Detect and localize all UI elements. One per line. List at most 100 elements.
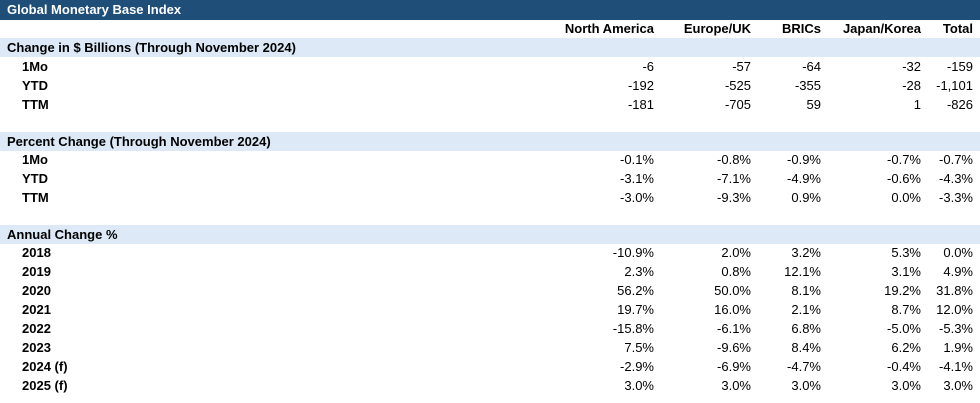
- cell-europe-uk: 3.0%: [721, 378, 751, 393]
- cell-north-america: 56.2%: [617, 283, 654, 298]
- table-row: 2023 7.5% -9.6% 8.4% 6.2% 1.9%: [0, 338, 980, 357]
- table-row: 2018 -10.9% 2.0% 3.2% 5.3% 0.0%: [0, 243, 980, 262]
- cell-total: -159: [946, 59, 973, 74]
- cell-europe-uk: -57: [732, 59, 751, 74]
- cell-north-america: -192: [627, 78, 654, 93]
- cell-total: -4.3%: [939, 171, 973, 186]
- row-label: 2018: [22, 245, 51, 260]
- cell-brics: 2.1%: [791, 302, 821, 317]
- cell-total: 4.9%: [943, 264, 973, 279]
- cell-brics: -64: [802, 59, 821, 74]
- cell-north-america: -15.8%: [612, 321, 654, 336]
- cell-north-america: 19.7%: [617, 302, 654, 317]
- cell-japan-korea: -0.7%: [887, 152, 921, 167]
- cell-north-america: -6: [642, 59, 654, 74]
- cell-japan-korea: -28: [902, 78, 921, 93]
- cell-europe-uk: -525: [724, 78, 751, 93]
- cell-japan-korea: -0.4%: [887, 359, 921, 374]
- cell-total: 0.0%: [943, 245, 973, 260]
- row-label: 1Mo: [22, 152, 48, 167]
- column-header-row: North America Europe/UK BRICs Japan/Kore…: [0, 19, 980, 38]
- cell-japan-korea: 1: [913, 97, 921, 112]
- cell-total: -4.1%: [939, 359, 973, 374]
- cell-brics: -0.9%: [787, 152, 821, 167]
- cell-europe-uk: -6.9%: [717, 359, 751, 374]
- cell-brics: 8.4%: [791, 340, 821, 355]
- section-label: Annual Change %: [7, 227, 118, 242]
- column-header-japan-korea: Japan/Korea: [842, 21, 921, 36]
- cell-europe-uk: -9.6%: [717, 340, 751, 355]
- column-header-europe-uk: Europe/UK: [683, 21, 751, 36]
- cell-brics: 0.9%: [791, 190, 821, 205]
- cell-europe-uk: -6.1%: [717, 321, 751, 336]
- cell-japan-korea: 0.0%: [891, 190, 921, 205]
- cell-europe-uk: -705: [724, 97, 751, 112]
- cell-north-america: 3.0%: [624, 378, 654, 393]
- section-header-change-billions: Change in $ Billions (Through November 2…: [0, 38, 980, 57]
- table-row: TTM -3.0% -9.3% 0.9% 0.0% -3.3%: [0, 188, 980, 207]
- cell-japan-korea: 3.0%: [891, 378, 921, 393]
- column-header-total: Total: [942, 21, 973, 36]
- table-row: YTD -192 -525 -355 -28 -1,101: [0, 76, 980, 95]
- row-label: 2020: [22, 283, 51, 298]
- cell-total: 12.0%: [936, 302, 973, 317]
- table-row: 1Mo -0.1% -0.8% -0.9% -0.7% -0.7%: [0, 150, 980, 169]
- cell-total: -0.7%: [939, 152, 973, 167]
- cell-brics: 8.1%: [791, 283, 821, 298]
- cell-japan-korea: 6.2%: [891, 340, 921, 355]
- cell-japan-korea: 8.7%: [891, 302, 921, 317]
- cell-north-america: 2.3%: [624, 264, 654, 279]
- section-label: Percent Change (Through November 2024): [7, 134, 271, 149]
- row-label: YTD: [22, 78, 48, 93]
- cell-brics: -4.9%: [787, 171, 821, 186]
- cell-total: -826: [946, 97, 973, 112]
- cell-europe-uk: 16.0%: [714, 302, 751, 317]
- cell-europe-uk: -0.8%: [717, 152, 751, 167]
- row-label: 2023: [22, 340, 51, 355]
- cell-europe-uk: 50.0%: [714, 283, 751, 298]
- cell-europe-uk: 0.8%: [721, 264, 751, 279]
- cell-north-america: 7.5%: [624, 340, 654, 355]
- row-label: 1Mo: [22, 59, 48, 74]
- section-header-percent-change: Percent Change (Through November 2024): [0, 132, 980, 151]
- row-label: TTM: [22, 190, 49, 205]
- table-row: 2021 19.7% 16.0% 2.1% 8.7% 12.0%: [0, 300, 980, 319]
- row-label: TTM: [22, 97, 49, 112]
- cell-total: 3.0%: [943, 378, 973, 393]
- table-row: 1Mo -6 -57 -64 -32 -159: [0, 57, 980, 76]
- cell-europe-uk: -7.1%: [717, 171, 751, 186]
- cell-total: -1,101: [936, 78, 973, 93]
- cell-north-america: -0.1%: [620, 152, 654, 167]
- cell-japan-korea: 3.1%: [891, 264, 921, 279]
- cell-brics: -4.7%: [787, 359, 821, 374]
- cell-japan-korea: -0.6%: [887, 171, 921, 186]
- cell-total: -3.3%: [939, 190, 973, 205]
- cell-brics: -355: [794, 78, 821, 93]
- table-title: Global Monetary Base Index: [0, 0, 980, 20]
- table-row: TTM -181 -705 59 1 -826: [0, 95, 980, 114]
- row-label: 2025 (f): [22, 378, 68, 393]
- cell-japan-korea: 5.3%: [891, 245, 921, 260]
- table-row: 2024 (f) -2.9% -6.9% -4.7% -0.4% -4.1%: [0, 357, 980, 376]
- row-label: 2022: [22, 321, 51, 336]
- cell-north-america: -3.1%: [620, 171, 654, 186]
- cell-japan-korea: -5.0%: [887, 321, 921, 336]
- section-header-annual-change: Annual Change %: [0, 225, 980, 244]
- cell-north-america: -181: [627, 97, 654, 112]
- cell-japan-korea: 19.2%: [884, 283, 921, 298]
- cell-brics: 6.8%: [791, 321, 821, 336]
- cell-europe-uk: 2.0%: [721, 245, 751, 260]
- cell-total: 1.9%: [943, 340, 973, 355]
- table-row: YTD -3.1% -7.1% -4.9% -0.6% -4.3%: [0, 169, 980, 188]
- section-label: Change in $ Billions (Through November 2…: [7, 40, 296, 55]
- table-row: 2022 -15.8% -6.1% 6.8% -5.0% -5.3%: [0, 319, 980, 338]
- cell-japan-korea: -32: [902, 59, 921, 74]
- row-label: 2021: [22, 302, 51, 317]
- table-row: 2019 2.3% 0.8% 12.1% 3.1% 4.9%: [0, 262, 980, 281]
- row-label: YTD: [22, 171, 48, 186]
- cell-north-america: -10.9%: [612, 245, 654, 260]
- column-header-north-america: North America: [564, 21, 654, 36]
- table-row: 2020 56.2% 50.0% 8.1% 19.2% 31.8%: [0, 281, 980, 300]
- cell-north-america: -2.9%: [620, 359, 654, 374]
